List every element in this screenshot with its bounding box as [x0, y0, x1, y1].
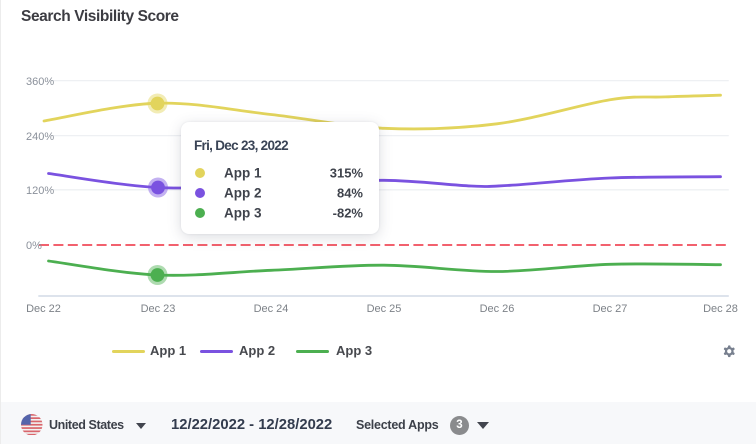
svg-text:Dec 27: Dec 27 [593, 303, 628, 315]
svg-text:Dec 24: Dec 24 [254, 303, 289, 315]
svg-text:Dec 26: Dec 26 [480, 303, 515, 315]
svg-text:Dec 25: Dec 25 [367, 303, 402, 315]
svg-text:120%: 120% [26, 185, 54, 197]
svg-text:0%: 0% [26, 240, 42, 252]
svg-text:Dec 23: Dec 23 [141, 303, 176, 315]
svg-text:Dec 28: Dec 28 [703, 303, 738, 315]
svg-text:360%: 360% [26, 76, 54, 88]
svg-text:Dec 22: Dec 22 [26, 303, 61, 315]
svg-text:240%: 240% [26, 131, 54, 143]
